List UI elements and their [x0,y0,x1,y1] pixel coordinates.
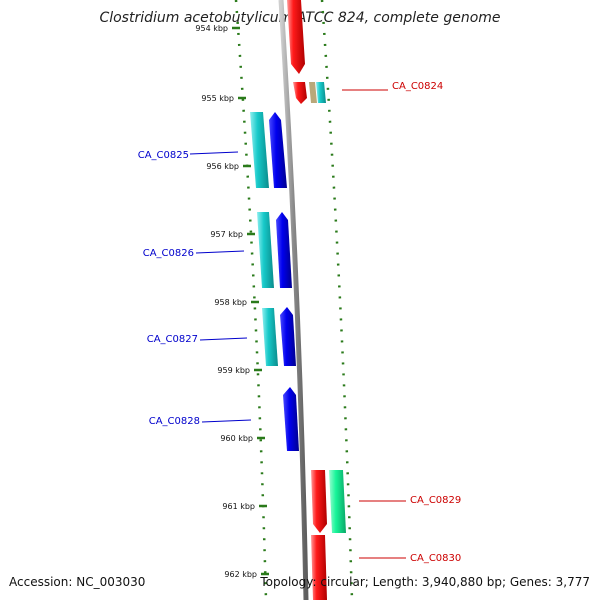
tick-label: 956 kbp [206,162,239,171]
gene-block-cyan[interactable] [250,112,269,188]
tick-label: 957 kbp [210,230,243,239]
gene-block-green[interactable] [329,470,346,533]
gene-label-ca_c0828[interactable]: CA_C0828 [149,416,200,427]
gene-arrow-red[interactable] [287,0,305,74]
tick-label: 954 kbp [195,24,228,33]
gene-arrow-blue[interactable] [276,212,292,288]
tick-label: 960 kbp [220,434,253,443]
gene-features [250,0,346,600]
gene-block-cyan[interactable] [257,212,274,288]
gene-block-tan[interactable] [309,82,317,103]
gene-leader-line [201,419,252,423]
gene-leader-line [199,337,248,341]
gene-label-ca_c0830[interactable]: CA_C0830 [410,553,461,564]
gene-leader-line [195,250,245,254]
topology-text: Topology: circular; Length: 3,940,880 bp… [260,575,590,589]
gene-label-ca_c0827[interactable]: CA_C0827 [147,334,198,345]
tick-label: 961 kbp [222,502,255,511]
gene-label-ca_c0829[interactable]: CA_C0829 [410,495,461,506]
tick-label: 962 kbp [224,570,257,579]
gene-arrow-red[interactable] [311,470,327,533]
gene-label-ca_c0826[interactable]: CA_C0826 [143,248,194,259]
genome-backbone [278,0,309,600]
gene-arrow-red[interactable] [311,535,327,600]
gene-label-ca_c0825[interactable]: CA_C0825 [138,150,189,161]
gene-leader-line [189,151,239,155]
gene-block-cyan[interactable] [262,308,278,366]
gene-label-ca_c0824[interactable]: CA_C0824 [392,81,443,92]
accession-text: Accession: NC_003030 [9,575,146,589]
tick-label: 959 kbp [217,366,250,375]
gene-labels: CA_C0824 CA_C0825 CA_C0826 CA_C0827 CA_C0828… [138,81,462,564]
tick-label: 955 kbp [201,94,234,103]
tick-label: 958 kbp [214,298,247,307]
gene-arrow-blue[interactable] [269,112,287,188]
gene-arrow-blue[interactable] [280,307,296,366]
tick-marks: 954 kbp 955 kbp 956 kbp 957 kbp 958 kbp 959 k… [195,24,269,579]
gene-block-cyan[interactable] [316,82,326,103]
gene-arrow-red[interactable] [293,82,307,104]
gene-arrow-blue[interactable] [283,387,299,451]
